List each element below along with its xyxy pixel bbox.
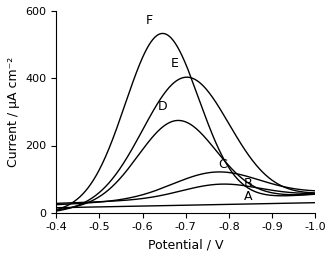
Text: C: C (218, 158, 227, 171)
Text: D: D (157, 100, 167, 112)
Y-axis label: Current / μA cm⁻²: Current / μA cm⁻² (7, 57, 20, 167)
Text: E: E (171, 57, 179, 70)
Text: F: F (146, 14, 153, 27)
Text: B: B (244, 177, 253, 190)
X-axis label: Potential / V: Potential / V (148, 238, 223, 251)
Text: A: A (244, 190, 253, 203)
